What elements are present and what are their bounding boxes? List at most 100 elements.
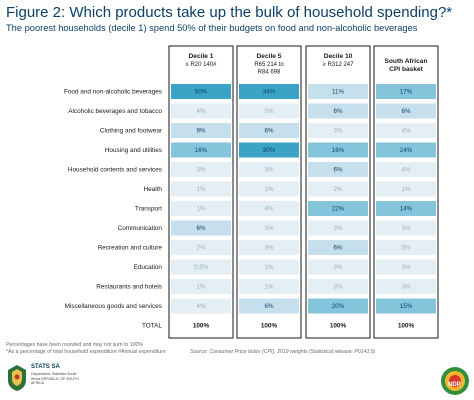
cell-value-decile-10: 6% (334, 245, 343, 252)
column-subheader-decile-10: ≥ R312 247 (323, 62, 355, 68)
cell-value-decile-5: 6% (265, 128, 274, 135)
stats-sa-logo: STATS SA Department: Statistics South Af… (6, 364, 79, 396)
cell-value-decile-10: 3% (334, 225, 343, 232)
cell-value-cpi-basket: 15% (400, 303, 413, 310)
cell-decile-5 (239, 259, 299, 275)
row-label: Health (144, 186, 163, 193)
cell-value-decile-10: 3% (334, 128, 343, 135)
cell-value-decile-10: 11% (332, 89, 344, 96)
cell-value-decile-10: 6% (334, 108, 343, 115)
column-subheader-decile-5: R65 214 to R84 698 (254, 62, 284, 76)
cell-decile-10 (308, 162, 368, 177)
cell-decile-1 (171, 181, 231, 197)
expenditure-table: Decile 1 ≤ R20 140# Decile 5 R65 214 to R84 … (64, 45, 439, 339)
cell-decile-10 (308, 259, 368, 275)
cell-decile-1 (171, 84, 231, 99)
cell-value-decile-5: 1% (265, 264, 274, 271)
cell-decile-10 (308, 298, 368, 314)
footnote-expenditure: *As a percentage of total household expe… (6, 349, 166, 355)
cell-value-cpi-basket: 3% (402, 284, 411, 291)
cell-value-decile-5: 3% (265, 167, 274, 174)
cell-decile-5 (239, 279, 299, 294)
cell-cpi-basket (376, 298, 436, 314)
cell-decile-10 (308, 220, 368, 236)
cell-cpi-basket (376, 142, 436, 158)
cell-value-cpi-basket: 5% (402, 245, 411, 252)
cell-value-cpi-basket: 24% (400, 147, 413, 154)
cell-decile-5 (239, 123, 299, 138)
cell-decile-5 (239, 84, 299, 99)
cell-cpi-basket (376, 162, 436, 177)
cell-cpi-basket (376, 240, 436, 255)
cell-value-decile-1: 1% (197, 284, 206, 291)
cell-value-decile-1: 0,3% (194, 264, 209, 271)
cell-decile-5 (239, 240, 299, 255)
cell-decile-1 (171, 201, 231, 216)
cell-value-decile-5: 3% (265, 245, 274, 252)
cell-value-decile-5: 30% (263, 147, 276, 154)
row-label: Communication (118, 225, 163, 232)
cell-decile-10 (308, 240, 368, 255)
row-label: Clothing and footwear (100, 128, 163, 135)
cell-value-cpi-basket: 3% (402, 264, 411, 271)
cell-value-cpi-basket: 14% (400, 206, 413, 213)
cell-value-cpi-basket: 4% (402, 128, 411, 135)
column-header-decile-5: Decile 5 (257, 53, 282, 60)
logo-abbreviation: STATS SA (31, 364, 60, 370)
cell-decile-1 (171, 142, 231, 158)
cell-value-decile-5: 5% (265, 108, 274, 115)
cell-cpi-basket (376, 181, 436, 197)
cell-value-cpi-basket: 1% (402, 186, 411, 193)
cell-value-cpi-basket: 17% (400, 89, 413, 96)
cell-cpi-basket (376, 279, 436, 294)
cell-value-decile-1: 1% (197, 186, 206, 193)
cell-value-decile-10: 3% (334, 264, 343, 271)
cell-cpi-basket (376, 103, 436, 119)
cell-decile-1 (171, 103, 231, 119)
cell-value-decile-1: 3% (197, 167, 206, 174)
cell-decile-10 (308, 103, 368, 119)
cell-value-decile-10: 6% (334, 167, 343, 174)
cell-cpi-basket (376, 201, 436, 216)
cell-decile-10 (308, 201, 368, 216)
cell-value-decile-10: 22% (332, 206, 345, 213)
cell-value-decile-1: 16% (195, 147, 208, 154)
source-note: Source: Consumer Price Index (CPI), 2019… (190, 349, 376, 355)
row-label: Transport (135, 206, 162, 213)
total-value-decile-1: 100% (193, 323, 210, 330)
cell-value-decile-5: 3% (265, 225, 274, 232)
column-subheader-decile-1: ≤ R20 140# (186, 62, 218, 68)
cell-value-decile-1: 6% (197, 225, 206, 232)
total-value-cpi-basket: 100% (398, 323, 415, 330)
figure-subtitle: The poorest households (decile 1) spend … (6, 23, 418, 33)
coat-of-arms-icon (8, 365, 26, 391)
cell-cpi-basket (376, 220, 436, 236)
cell-cpi-basket (376, 84, 436, 99)
cell-value-decile-1: 9% (197, 128, 206, 135)
cell-value-decile-1: 2% (197, 245, 206, 252)
cell-cpi-basket (376, 259, 436, 275)
cell-cpi-basket (376, 123, 436, 138)
cell-value-cpi-basket: 6% (402, 108, 411, 115)
row-label: Food and non-alcoholic beverages (64, 89, 162, 96)
cell-decile-5 (239, 181, 299, 197)
cell-decile-1 (171, 240, 231, 255)
figure-title: Figure 2: Which products take up the bul… (6, 4, 453, 21)
cell-value-cpi-basket: 4% (402, 167, 411, 174)
cell-decile-5 (239, 201, 299, 216)
cell-value-decile-5: 34% (263, 89, 276, 96)
cell-decile-10 (308, 84, 368, 99)
cell-decile-1 (171, 162, 231, 177)
row-label: Education (134, 264, 163, 271)
cell-decile-10 (308, 181, 368, 197)
cell-value-decile-1: 4% (197, 108, 206, 115)
cell-decile-10 (308, 142, 368, 158)
cell-value-decile-5: 4% (265, 206, 274, 213)
cell-decile-1 (171, 220, 231, 236)
cell-decile-1 (171, 298, 231, 314)
row-label: Recreation and culture (98, 245, 163, 252)
column-header-cpi-basket: South African CPI basket (385, 58, 428, 73)
cell-value-decile-5: 6% (265, 303, 274, 310)
cell-value-decile-1: 50% (195, 89, 208, 96)
row-label: Household contents and services (68, 167, 162, 174)
